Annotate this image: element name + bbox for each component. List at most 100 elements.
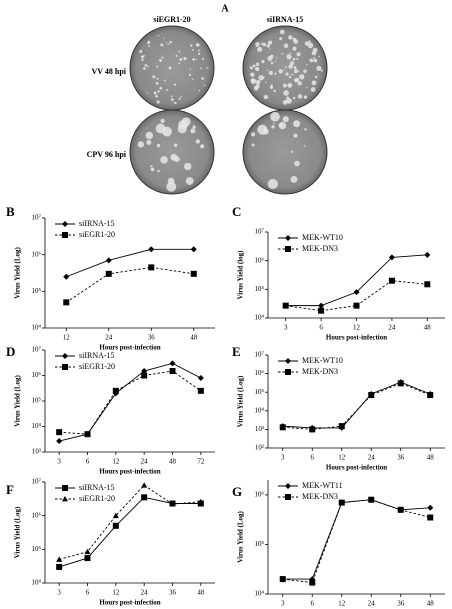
marker — [318, 307, 325, 314]
series-line — [59, 370, 202, 435]
plaque — [255, 41, 260, 47]
legend-marker — [62, 221, 68, 227]
y-tick-label: 10⁴ — [255, 406, 265, 414]
plaque — [206, 67, 209, 69]
plaque — [311, 80, 317, 86]
x-tick-label: 6 — [86, 458, 90, 466]
x-tick-label: 24 — [368, 454, 376, 462]
plaque — [175, 54, 178, 57]
marker — [279, 576, 286, 583]
x-tick-label: 48 — [197, 589, 205, 597]
marker — [197, 498, 204, 505]
panel-letter: C — [232, 204, 241, 219]
series-line — [282, 499, 431, 580]
plaque — [178, 50, 181, 53]
marker — [279, 424, 286, 431]
plaque — [297, 94, 303, 99]
plaque — [143, 67, 146, 70]
plaque — [285, 66, 288, 69]
marker — [353, 302, 360, 309]
panel-letter: E — [232, 344, 241, 359]
y-tick-label: 10⁴ — [255, 590, 265, 598]
y-tick-label: 10⁴ — [32, 324, 42, 332]
marker — [141, 494, 148, 501]
plaque — [250, 78, 255, 82]
plaque — [288, 75, 292, 79]
legend-label: MEK-DN3 — [302, 244, 338, 253]
plaque — [296, 52, 301, 57]
marker — [427, 504, 434, 511]
marker — [105, 270, 112, 277]
plaque — [297, 81, 302, 86]
plaque — [286, 98, 292, 104]
marker — [112, 387, 119, 394]
plaque — [274, 72, 277, 75]
marker — [84, 431, 91, 438]
y-tick-label: 10³ — [255, 425, 264, 433]
plaque — [160, 118, 165, 123]
plaque — [308, 40, 311, 43]
series-line — [59, 362, 202, 442]
plaque — [293, 69, 298, 74]
x-tick-label: 48 — [169, 458, 177, 466]
plaque — [282, 116, 289, 123]
plaque — [263, 94, 269, 100]
x-tick-label: 6 — [86, 589, 90, 597]
y-tick-label: 10⁵ — [32, 397, 42, 405]
plaque — [166, 88, 169, 91]
plaque — [198, 89, 201, 92]
y-tick-label: 10⁵ — [255, 388, 265, 396]
x-tick-label: 3 — [57, 458, 61, 466]
plaque — [158, 35, 160, 37]
plaque — [266, 69, 269, 71]
plaque — [309, 58, 314, 63]
y-tick-label: 10³ — [32, 448, 41, 456]
marker — [318, 302, 325, 309]
marker — [368, 496, 375, 503]
y-tick-label: 10⁷ — [32, 478, 42, 486]
plaque — [169, 40, 172, 44]
legend-marker — [62, 485, 68, 491]
plaque — [313, 56, 316, 59]
plaque — [255, 62, 260, 66]
plaque — [293, 120, 301, 128]
series-line — [66, 248, 194, 278]
legend-marker — [62, 496, 68, 502]
plaque — [310, 87, 316, 92]
plaque — [292, 57, 296, 61]
plaque — [160, 43, 164, 47]
plaque — [183, 57, 187, 61]
legend-label: MEK-DN3 — [302, 492, 338, 501]
x-tick-label: 36 — [397, 600, 405, 608]
y-tick-label: 10⁴ — [32, 579, 42, 587]
plaque — [192, 78, 194, 80]
plaque — [159, 86, 163, 90]
plaque — [294, 160, 300, 167]
x-tick-label: 3 — [284, 324, 288, 332]
y-tick-label: 10⁴ — [255, 314, 265, 322]
x-tick-label: 6 — [319, 324, 323, 332]
legend-label: MEK-WT11 — [302, 481, 343, 490]
plaque — [293, 133, 298, 138]
plaque — [173, 143, 178, 148]
x-tick-label: 36 — [397, 454, 405, 462]
dish — [242, 109, 328, 195]
plaque — [189, 68, 192, 70]
plaque — [285, 72, 289, 76]
plaque — [303, 145, 306, 147]
plaque — [287, 83, 293, 88]
plaque — [292, 46, 297, 51]
x-tick-label: 24 — [141, 589, 149, 597]
plaque — [163, 79, 166, 82]
plaque — [312, 48, 315, 51]
x-tick-label: 6 — [311, 454, 315, 462]
plaque — [253, 85, 259, 91]
plaque — [258, 75, 264, 81]
marker — [338, 423, 345, 430]
plaque — [140, 55, 144, 59]
plaque — [275, 57, 278, 59]
plaque — [170, 98, 174, 102]
plaque — [292, 96, 296, 100]
column-title: siIRNA-15 — [267, 15, 303, 24]
